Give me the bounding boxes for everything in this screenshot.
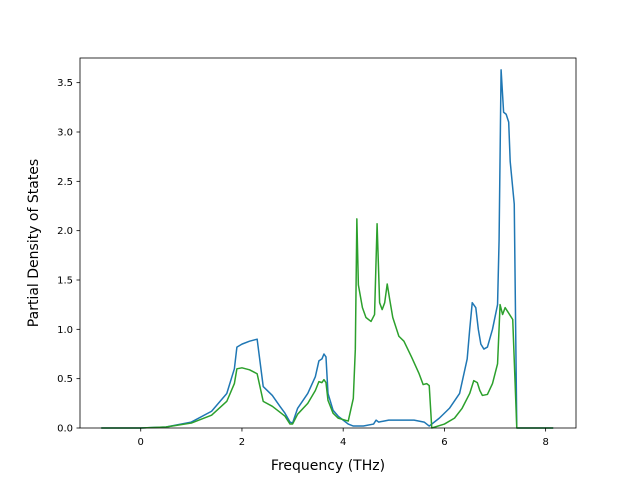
- x-tick-label: 6: [441, 437, 447, 448]
- x-tick-label: 4: [340, 437, 346, 448]
- x-axis-label: Frequency (THz): [271, 458, 385, 474]
- series-line-2: [101, 218, 554, 429]
- x-tick-label: 0: [138, 437, 144, 448]
- y-axis-label: Partial Density of States: [26, 159, 42, 327]
- x-tick-label: 8: [542, 437, 548, 448]
- y-tick-label: 1.0: [57, 325, 73, 336]
- y-tick-label: 0.5: [57, 374, 73, 385]
- axes-frame: [79, 57, 577, 429]
- x-tick-label: 2: [239, 437, 245, 448]
- y-tick-label: 3.5: [57, 78, 73, 89]
- y-axis: 0.0 0.5 1.0 1.5 2.0 2.5 3.0 3.5: [57, 78, 80, 435]
- y-tick-label: 0.0: [57, 424, 73, 435]
- series-line-1: [101, 69, 554, 429]
- y-tick-label: 3.0: [57, 128, 73, 139]
- y-tick-label: 2.5: [57, 177, 73, 188]
- y-tick-label: 2.0: [57, 226, 73, 237]
- plot-lines: [101, 69, 554, 429]
- x-axis: 0 2 4 6 8: [138, 428, 549, 448]
- y-tick-label: 1.5: [57, 276, 73, 287]
